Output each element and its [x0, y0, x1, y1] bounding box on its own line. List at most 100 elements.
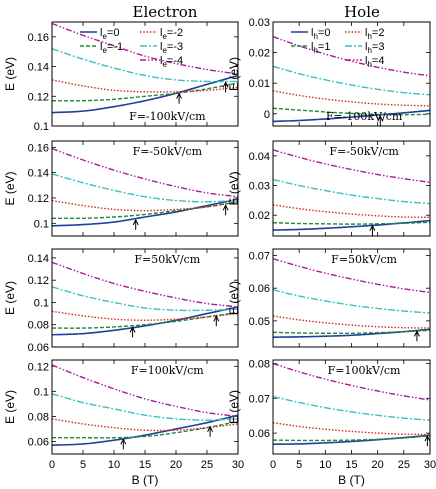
arrow-head [377, 115, 384, 122]
legend-label: le=0 [100, 27, 119, 41]
plot-frame [272, 21, 431, 127]
ytick-label: 0.1 [34, 218, 49, 230]
legend-label: lh=0 [311, 27, 330, 41]
xtick-label: 10 [319, 459, 331, 471]
field-annotation: F=100kV/cm [328, 364, 401, 377]
legend-label: lh=1 [311, 41, 330, 55]
ytick-label: 0.1 [34, 386, 49, 398]
ytick-label: 0.08 [249, 358, 270, 370]
series-line [273, 221, 430, 225]
arrow-head [120, 438, 127, 445]
field-annotation: F=-100kV/cm [129, 110, 206, 123]
panel-hole-1: 00.010.020.03F=-100kV/cmE (eV)lh=0lh=1lh… [227, 17, 431, 127]
arrow-head [222, 81, 229, 88]
legend-label: lh=2 [365, 27, 384, 41]
series-line [52, 261, 238, 308]
series-line [52, 310, 238, 321]
xlabel: B (T) [132, 473, 159, 487]
ytick-label: 0.03 [249, 181, 270, 193]
legend: lh=0lh=1 lh=2lh=3lh=4 [291, 27, 384, 69]
xtick-label: 15 [345, 459, 357, 471]
series-line [52, 147, 238, 198]
legend-label: le=-4 [160, 55, 183, 69]
series-line [52, 306, 238, 336]
plot-frame [51, 21, 239, 127]
series-line [273, 315, 430, 329]
series-line [52, 286, 238, 312]
xtick-label: 30 [232, 459, 244, 471]
series-line [52, 199, 238, 212]
field-annotation: F=-100kV/cm [326, 110, 403, 123]
series-line [52, 201, 238, 220]
series-line [273, 329, 430, 335]
ytick-label: 0.06 [28, 436, 49, 448]
arrow-head [424, 435, 431, 442]
series-line [273, 395, 430, 421]
series-line [52, 79, 238, 93]
plot-frame [51, 140, 239, 237]
arrow-head [207, 425, 214, 433]
panel-electron-1: 0.10.120.140.16F=-100kV/cmE (eV)le=0le=-… [3, 21, 239, 133]
arrow-head [132, 218, 139, 226]
series-line [52, 48, 238, 83]
series-line [52, 173, 238, 203]
ytick-label: 0.16 [28, 142, 49, 154]
ytick-label: 0 [264, 109, 270, 121]
legend: le=0le=-1 le=-2le=-3le=-4 [80, 27, 183, 69]
ytick-label: 0.1 [34, 297, 49, 309]
ytick-label: 0.12 [28, 275, 49, 287]
panel-electron-3: 0.06 0.08 0.1 0.12 0.14 F=50kV/cm E (eV) [3, 248, 239, 354]
panel-electron-4: 0.06 0.08 0.1 0.12 0 5 10 15 20 25 30 F=100kV/cm E (… [3, 359, 244, 487]
series-line [273, 149, 430, 183]
series-line [273, 421, 430, 436]
ytick-label: 0.02 [249, 48, 270, 60]
series-line [273, 328, 430, 338]
panel-hole-2: 0.02 0.03 0.04 F=-50kV/cm E (eV) [227, 140, 431, 237]
ytick-label: 0.14 [28, 253, 49, 265]
arrow-head [413, 330, 420, 337]
xlabel: B (T) [338, 473, 365, 487]
ylabel: E (eV) [3, 171, 17, 205]
plot-frame [272, 359, 431, 455]
xtick-label: 10 [108, 459, 120, 471]
field-annotation: F=50kV/cm [134, 253, 200, 266]
series-line [52, 418, 238, 432]
legend-label: lh=4 [365, 55, 384, 69]
legend-label: lh=3 [365, 41, 384, 55]
xtick-label: 20 [170, 459, 182, 471]
ytick-label: 0.14 [28, 62, 49, 74]
series-line [273, 107, 430, 116]
series-line [273, 219, 430, 231]
field-annotation: F=-50kV/cm [329, 145, 399, 158]
panel-group: 0.10.120.140.16F=-100kV/cmE (eV)le=0le=-… [3, 17, 436, 487]
series-line [273, 36, 430, 77]
series-line [273, 90, 430, 107]
series-line [52, 74, 238, 114]
ytick-label: 0.02 [249, 210, 270, 222]
series-line [273, 109, 430, 123]
series-line [273, 434, 430, 446]
series-line [273, 362, 430, 401]
legend-label: le=-2 [160, 27, 183, 41]
plot-frame [51, 359, 239, 455]
series-line [52, 22, 238, 75]
xtick-label: 0 [270, 459, 276, 471]
panel-hole-4: 0.06 0.07 0.08 0 5 10 15 20 25 30 F=100kV/cm E (eV)… [227, 358, 436, 487]
ylabel: E (eV) [227, 390, 241, 424]
arrow-head [129, 326, 136, 333]
arrow-head [222, 204, 229, 211]
plot-frame [272, 248, 431, 348]
plot-frame [51, 248, 239, 348]
ytick-label: 0.01 [249, 78, 270, 90]
ytick-label: 0.12 [28, 193, 49, 205]
series-line [52, 420, 238, 439]
ytick-label: 0.08 [28, 411, 49, 423]
series-line [52, 311, 238, 329]
ylabel: E (eV) [3, 57, 17, 91]
ytick-label: 0.03 [249, 17, 270, 29]
xtick-label: 25 [398, 459, 410, 471]
ytick-label: 0.06 [28, 342, 49, 354]
panel-electron-2: 0.1 0.12 0.14 0.16 F=-50kV/cm E (eV) [3, 140, 239, 237]
series-line [273, 258, 430, 294]
ylabel: E (eV) [3, 390, 17, 424]
